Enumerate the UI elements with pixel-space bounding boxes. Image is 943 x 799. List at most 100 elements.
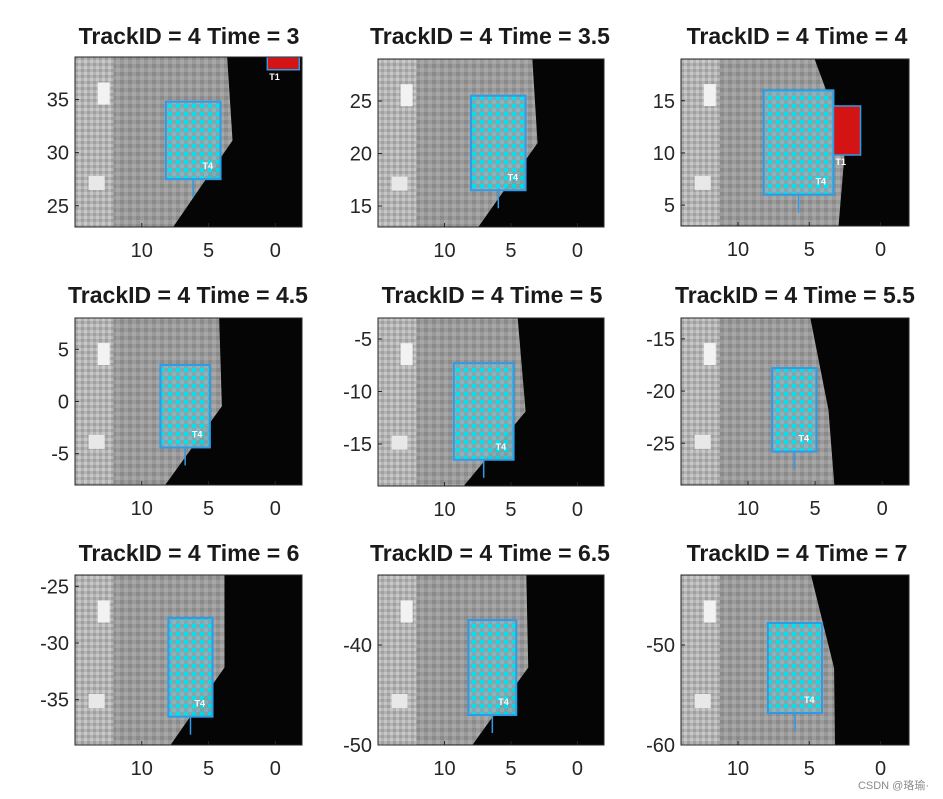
lidar-image: T4 [681,575,909,745]
bright-blob [694,694,711,708]
track-label: T4 [498,697,509,707]
y-tick-label: -5 [354,329,372,351]
watermark: CSDN @珞瑜· [857,780,929,792]
x-tick-label: 10 [727,758,749,780]
y-tick-label: 5 [58,339,69,361]
other-track-box [832,105,862,156]
track-label: T4 [203,161,214,171]
x-tick-label: 0 [270,758,281,780]
bright-blob [97,343,110,366]
bright-blob [88,176,105,190]
bright-blob [703,600,716,623]
bright-blob [694,434,711,449]
x-tick-label: 5 [203,498,214,520]
chart-panel: TrackID = 4 Time = 7 T4 10 5 0 -50 -60 [646,540,910,780]
track-label: T4 [804,695,815,705]
chart-title: TrackID = 4 Time = 4 [687,23,908,49]
other-track-label: T1 [269,72,280,82]
other-track-label: T1 [835,157,846,167]
track-label: T4 [508,172,519,182]
x-tick-label: 0 [877,498,888,520]
axes-frame [377,58,605,228]
lidar-image: T4 [681,318,909,485]
track-fill [772,368,817,452]
x-tick-label: 10 [131,758,153,780]
x-tick-label: 5 [804,239,815,261]
other-track-box [266,57,301,71]
track-label: T4 [798,434,809,444]
chart-panel: TrackID = 4 Time = 6 T4 10 5 0 -25 -30 -35 [40,540,303,780]
x-tick-label: 10 [433,758,455,780]
chart-panel: TrackID = 4 Time = 6.5 T4 10 5 0 -40 -50 [343,540,610,780]
lidar-image: T4 T1 [681,59,909,226]
bright-blob [391,435,408,450]
y-tick-label: 20 [350,144,372,166]
bright-blob [391,176,408,191]
x-tick-label: 5 [505,240,516,262]
chart-title: TrackID = 4 Time = 7 [687,540,908,566]
y-tick-label: 35 [47,90,69,112]
x-tick-label: 10 [433,499,455,521]
lidar-image: T4 [378,318,604,486]
bright-blob [694,175,711,190]
track-fill [468,620,517,715]
y-tick-label: 10 [653,143,675,165]
chart-panel: TrackID = 4 Time = 4 T4 T1 10 5 0 15 10 5 [653,23,910,261]
track-label: T4 [815,177,826,187]
y-tick-label: -50 [646,635,675,657]
axes-frame [377,317,605,487]
y-tick-label: 25 [47,196,69,218]
lidar-image: T4 [378,59,604,227]
x-tick-label: 10 [433,240,455,262]
x-tick-label: 0 [875,758,886,780]
x-tick-label: 10 [131,498,153,520]
chart-title: TrackID = 4 Time = 3 [79,23,300,49]
lidar-image: T4 [75,318,302,485]
track-label: T4 [195,699,206,709]
x-tick-label: 5 [505,499,516,521]
y-tick-label: -60 [646,735,675,757]
bright-blob [97,82,110,105]
y-tick-label: 15 [350,196,372,218]
bright-blob [97,600,110,623]
axes-frame [74,574,303,746]
y-tick-label: 25 [350,91,372,113]
y-tick-label: -20 [646,381,675,403]
y-tick-label: 30 [47,143,69,165]
chart-panel: TrackID = 4 Time = 3.5 T4 10 5 0 25 20 15 [350,23,610,262]
axes-frame [74,56,303,228]
track-label: T4 [192,429,203,439]
axes-frame [377,574,605,746]
chart-panel: TrackID = 4 Time = 5.5 T4 10 5 0 -15 -20 -25 [646,282,915,520]
chart-title: TrackID = 4 Time = 4.5 [68,282,308,308]
bright-blob [391,694,408,708]
x-tick-label: 5 [804,758,815,780]
y-tick-label: -40 [343,635,372,657]
track-box [167,617,214,718]
track-fill [763,90,834,195]
chart-title: TrackID = 4 Time = 6 [79,540,300,566]
track-fill [160,364,210,448]
chart-title: TrackID = 4 Time = 3.5 [370,23,610,49]
axes-frame [680,574,910,746]
track-fill [471,95,526,191]
bright-blob [400,343,413,366]
track-fill [767,623,823,713]
other-track-fill [267,57,300,70]
y-tick-label: 5 [664,195,675,217]
chart-panel: TrackID = 4 Time = 5 T4 10 5 0 -5 -10 -15 [343,282,605,521]
bright-blob [400,84,413,107]
x-tick-label: 0 [270,498,281,520]
x-tick-label: 0 [875,239,886,261]
axes-frame [680,58,910,227]
x-tick-label: 5 [505,758,516,780]
track-label: T4 [496,442,507,452]
x-tick-label: 10 [737,498,759,520]
bright-blob [703,343,716,366]
axes-frame [680,317,910,486]
track-fill [165,101,221,180]
bright-blob [400,600,413,623]
x-tick-label: 0 [270,240,281,262]
chart-title: TrackID = 4 Time = 6.5 [370,540,610,566]
